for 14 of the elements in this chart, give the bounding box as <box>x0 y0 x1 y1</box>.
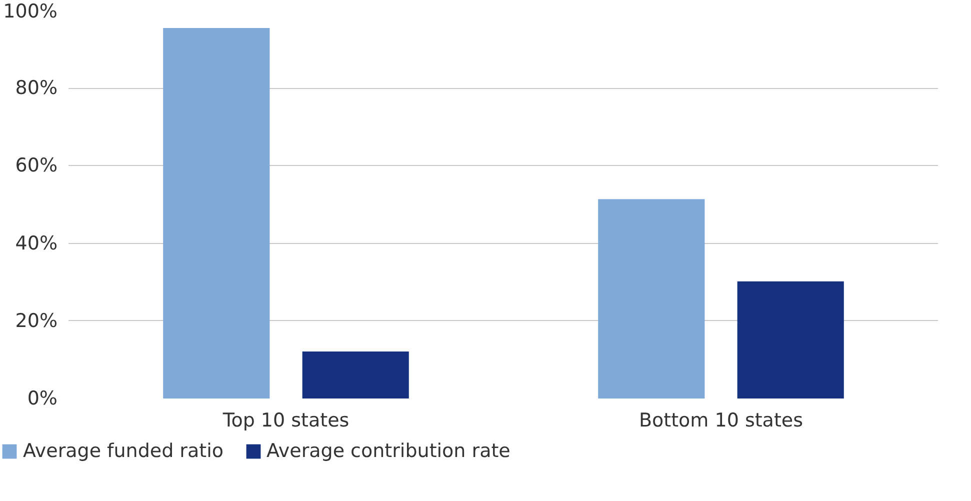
bar <box>598 199 705 398</box>
bar <box>302 352 409 398</box>
x-tick-label: Top 10 states <box>222 410 350 432</box>
legend-label: Average funded ratio <box>23 440 224 462</box>
y-tick-label: 60% <box>15 154 58 177</box>
bar <box>737 281 844 398</box>
bar <box>163 28 270 398</box>
y-tick-label: 20% <box>15 310 58 332</box>
x-tick-label: Bottom 10 states <box>639 410 803 432</box>
y-tick-label: 40% <box>15 232 58 254</box>
legend-label: Average contribution rate <box>266 440 510 462</box>
y-tick-label: 0% <box>27 388 58 410</box>
y-tick-label: 100% <box>3 0 58 22</box>
y-tick-label: 80% <box>15 77 58 100</box>
